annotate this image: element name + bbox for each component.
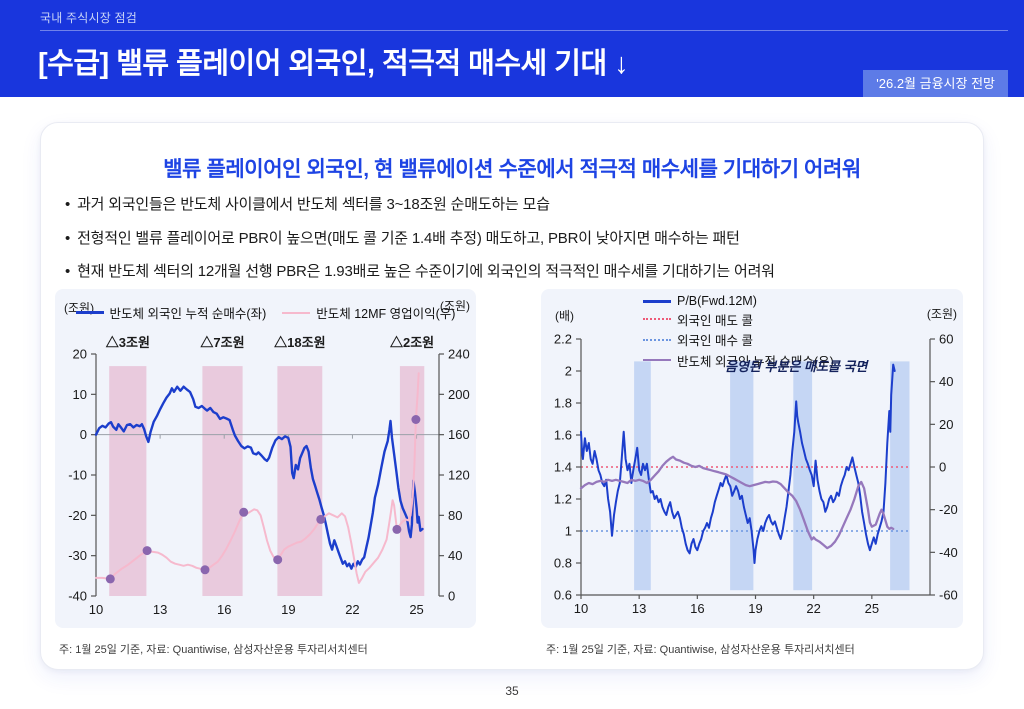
- svg-text:40: 40: [448, 548, 462, 563]
- legend-label: 반도체 외국인 누적 순매수(좌): [109, 307, 267, 321]
- legend-label: 외국인 매도 콜: [677, 313, 753, 328]
- left-chart-footnote: 주: 1월 25일 기준, 자료: Quantiwise, 삼성자산운용 투자리…: [59, 644, 368, 656]
- section-kicker: 국내 주식시장 점검: [40, 11, 137, 25]
- pink-line-swatch-icon: [282, 311, 311, 314]
- legend-item: P/B(Fwd.12M): [643, 294, 834, 308]
- right-chart-right-unit: (조원): [926, 307, 957, 321]
- svg-text:200: 200: [448, 387, 470, 402]
- legend-item: 반도체 외국인 누적 순매수(좌): [75, 303, 267, 322]
- svg-text:△18조원: △18조원: [273, 335, 325, 350]
- svg-text:2: 2: [565, 364, 572, 379]
- legend-label: 외국인 매수 콜: [677, 334, 753, 348]
- svg-text:-10: -10: [68, 468, 87, 483]
- right-chart-legend: P/B(Fwd.12M) 외국인 매도 콜 외국인 매수 콜 반도체 외국인 누…: [643, 294, 834, 370]
- svg-text:13: 13: [632, 601, 646, 616]
- svg-text:80: 80: [448, 508, 462, 523]
- svg-text:10: 10: [574, 601, 588, 616]
- blue-dotted-swatch-icon: [643, 338, 671, 341]
- right-chart-svg: 2.2 2 1.8 1.6 1.4 1.2 1 0.8 0.6 60 40 20 0 -20 -40 -60 1…: [554, 332, 958, 617]
- svg-text:1: 1: [565, 524, 572, 539]
- svg-text:1.4: 1.4: [554, 460, 572, 475]
- bullet-item: 전형적인 밸류 플레이어로 PBR이 높으면(매도 콜 기준 1.4배 추정) …: [65, 227, 775, 248]
- svg-text:-60: -60: [939, 588, 958, 603]
- legend-item: 외국인 매도 콜: [643, 310, 834, 329]
- svg-text:20: 20: [939, 417, 953, 432]
- report-badge: '26.2월 금융시장 전망: [863, 70, 1008, 97]
- page-number: 35: [505, 684, 519, 698]
- svg-text:240: 240: [448, 347, 470, 362]
- svg-text:음영된 부분은 매도콜 국면: 음영된 부분은 매도콜 국면: [725, 359, 869, 374]
- svg-text:16: 16: [217, 602, 231, 617]
- left-chart-legend: 반도체 외국인 누적 순매수(좌) 반도체 12MF 영업이익(우): [55, 303, 476, 322]
- svg-text:△2조원: △2조원: [389, 335, 434, 350]
- svg-text:1.2: 1.2: [554, 492, 572, 507]
- bullet-item: 과거 외국인들은 반도체 사이클에서 반도체 섹터를 3~18조원 순매도하는 …: [65, 193, 775, 214]
- blue-line-swatch-icon: [75, 311, 104, 314]
- svg-text:160: 160: [448, 427, 470, 442]
- svg-text:-20: -20: [939, 502, 958, 517]
- svg-text:10: 10: [73, 387, 87, 402]
- purple-line-swatch-icon: [643, 359, 671, 361]
- svg-text:-40: -40: [68, 589, 87, 604]
- left-chart-svg: 20 10 0 -10 -20 -30 -40 240 200 160 120 80 40 0 10 13 16…: [68, 335, 470, 617]
- header-bar: 국내 주식시장 점검 [수급] 밸류 플레이어 외국인, 적극적 매수세 기대 …: [0, 0, 1024, 97]
- svg-text:60: 60: [939, 332, 953, 347]
- legend-item: 외국인 매수 콜: [643, 330, 834, 349]
- svg-text:2.2: 2.2: [554, 332, 572, 347]
- bullet-item: 현재 반도체 섹터의 12개월 선행 PBR은 1.93배로 높은 수준이기에 …: [65, 260, 775, 281]
- legend-label: 반도체 12MF 영업이익(우): [316, 307, 456, 321]
- left-chart-panel: (조원) (조원) 반도체 외국인 누적 순매수(좌) 반도체 12MF 영업이…: [55, 289, 476, 628]
- right-chart-left-unit: (배): [555, 309, 575, 323]
- left-chart-right-unit: (조원): [439, 299, 470, 313]
- svg-text:22: 22: [345, 602, 359, 617]
- svg-text:0.6: 0.6: [554, 588, 572, 603]
- svg-text:-30: -30: [68, 548, 87, 563]
- svg-text:22: 22: [806, 601, 820, 616]
- svg-text:19: 19: [748, 601, 762, 616]
- svg-text:25: 25: [409, 602, 423, 617]
- red-dotted-swatch-icon: [643, 318, 671, 320]
- right-chart-panel: (배) (조원) P/B(Fwd.12M) 외국인 매도 콜 외국인 매수 콜: [541, 289, 963, 628]
- slide-title: [수급] 밸류 플레이어 외국인, 적극적 매수세 기대 ↓: [38, 48, 629, 80]
- svg-text:120: 120: [448, 468, 470, 483]
- svg-text:16: 16: [690, 601, 704, 616]
- svg-text:25: 25: [865, 601, 879, 616]
- svg-text:1.8: 1.8: [554, 396, 572, 411]
- svg-text:△7조원: △7조원: [199, 335, 244, 350]
- svg-text:0: 0: [80, 427, 87, 442]
- svg-text:13: 13: [153, 602, 167, 617]
- legend-item: 반도체 12MF 영업이익(우): [282, 303, 455, 322]
- svg-text:40: 40: [939, 374, 953, 389]
- svg-text:△3조원: △3조원: [105, 335, 150, 350]
- blue-line-swatch-icon: [643, 299, 671, 303]
- legend-label: P/B(Fwd.12M): [677, 294, 757, 308]
- card-headline: 밸류 플레이어인 외국인, 현 밸류에이션 수준에서 적극적 매수세를 기대하기…: [163, 158, 861, 181]
- svg-text:19: 19: [281, 602, 295, 617]
- svg-text:0: 0: [939, 460, 946, 475]
- kicker-divider: [40, 30, 1008, 31]
- right-chart-footnote: 주: 1월 25일 기준, 자료: Quantiwise, 삼성자산운용 투자리…: [546, 644, 855, 656]
- svg-text:10: 10: [89, 602, 103, 617]
- svg-text:-40: -40: [939, 545, 958, 560]
- content-card: 밸류 플레이어인 외국인, 현 밸류에이션 수준에서 적극적 매수세를 기대하기…: [40, 122, 984, 670]
- svg-text:0: 0: [448, 589, 455, 604]
- svg-text:0.8: 0.8: [554, 556, 572, 571]
- svg-text:20: 20: [73, 347, 87, 362]
- svg-text:-20: -20: [68, 508, 87, 523]
- bullet-list: 과거 외국인들은 반도체 사이클에서 반도체 섹터를 3~18조원 순매도하는 …: [65, 193, 775, 294]
- svg-text:1.6: 1.6: [554, 428, 572, 443]
